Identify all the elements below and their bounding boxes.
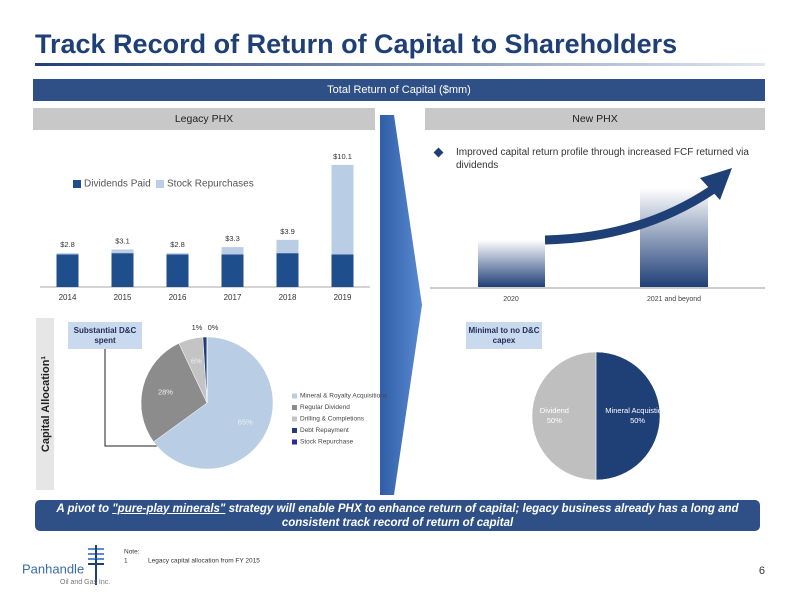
category-label: 2020: [503, 296, 519, 303]
bar-segment: [111, 253, 134, 287]
legend-label: Stock Repurchases: [167, 179, 254, 190]
slice-label: 6%: [191, 356, 202, 365]
growth-arrow: [544, 186, 715, 245]
side-label: Capital Allocation¹: [40, 356, 52, 452]
x-tick-label: 2018: [279, 293, 297, 302]
statement-text: strategy will enable PHX to enhance retu…: [225, 502, 739, 529]
transition-arrow: [380, 115, 422, 495]
category-label: 2021 and beyond: [647, 296, 701, 303]
slice-name: Dividend: [540, 406, 569, 415]
x-tick-label: 2017: [224, 293, 242, 302]
section-header: [33, 108, 375, 130]
pie-slice: [140, 342, 208, 443]
bar-segment: [166, 254, 189, 287]
legend-label: Regular Dividend: [300, 404, 350, 411]
section-header: [425, 108, 765, 130]
slice-label: 50%: [547, 416, 562, 425]
title-rule: [35, 63, 765, 66]
bar-segment: [276, 239, 299, 254]
section-title: Legacy PHX: [175, 113, 233, 125]
pie-slice: [595, 351, 661, 481]
bar-segment: [221, 254, 244, 287]
legend-swatch: [292, 393, 297, 399]
pie-slice: [531, 351, 597, 481]
bar-segment: [166, 253, 189, 255]
side-strip: [36, 318, 54, 490]
section-title: New PHX: [572, 113, 618, 125]
slice-label: 1%: [192, 323, 203, 332]
illustrative-bar: [478, 240, 545, 287]
legend-label: Debt Repayment: [300, 427, 349, 434]
logo-icon: [88, 545, 104, 585]
bar-segment: [221, 247, 244, 255]
total-label: $10.1: [333, 152, 352, 161]
legend-swatch: [156, 180, 164, 188]
page-number: 6: [759, 565, 765, 577]
total-label: $2.8: [170, 240, 185, 249]
legend-label: Dividends Paid: [84, 179, 151, 190]
total-label: $3.3: [225, 234, 240, 243]
x-tick-label: 2015: [114, 293, 132, 302]
slice-label: 65%: [238, 417, 253, 426]
statement-text: A pivot to: [56, 502, 113, 515]
bar-segment: [276, 253, 299, 287]
statement-emphasis: "pure-play minerals": [112, 502, 226, 515]
bar-segment: [331, 254, 354, 287]
legend-swatch: [73, 180, 81, 188]
callout: Minimal to no D&C capex: [466, 322, 542, 349]
note-text: Legacy capital allocation from FY 2015: [148, 558, 260, 565]
pie-slice: [153, 336, 274, 470]
x-tick-label: 2019: [334, 293, 352, 302]
callout: Substantial D&C spent: [68, 322, 142, 349]
logo-name: Panhandle: [22, 561, 84, 576]
total-label: $2.8: [60, 240, 75, 249]
legend-swatch: [292, 405, 297, 410]
legend-label: Drilling & Completions: [300, 416, 365, 423]
slice-label: 0%: [208, 323, 219, 332]
slide-title: Track Record of Return of Capital to Sha…: [35, 29, 677, 59]
legend-swatch: [292, 428, 297, 433]
slice-name: Mineral Acquistions: [605, 406, 670, 415]
logo-subtitle: Oil and Gas Inc.: [60, 579, 110, 586]
growth-arrowhead: [700, 168, 732, 200]
bar-segment: [331, 164, 354, 255]
bar-segment: [56, 254, 79, 287]
x-tick-label: 2014: [59, 293, 77, 302]
legend-label: Mineral & Royalty Acquisitions: [300, 393, 388, 400]
note-label: Note:: [124, 549, 140, 556]
legend-label: Stock Repurchase: [300, 439, 353, 446]
total-label: $3.9: [280, 227, 295, 236]
bar-segment: [56, 253, 79, 255]
legend-swatch: [292, 416, 297, 422]
bar-segment: [111, 249, 134, 254]
slice-label: 28%: [158, 387, 173, 396]
slice-label: 50%: [630, 416, 645, 425]
x-tick-label: 2016: [169, 293, 187, 302]
banner-text: Total Return of Capital ($mm): [327, 84, 471, 96]
bullet-text: Improved capital return profile through …: [432, 146, 752, 172]
banner: [33, 79, 765, 101]
statement: A pivot to "pure-play minerals" strategy…: [35, 500, 760, 531]
total-label: $3.1: [115, 237, 130, 246]
note-number: 1: [124, 558, 128, 565]
legend-swatch: [292, 439, 297, 445]
